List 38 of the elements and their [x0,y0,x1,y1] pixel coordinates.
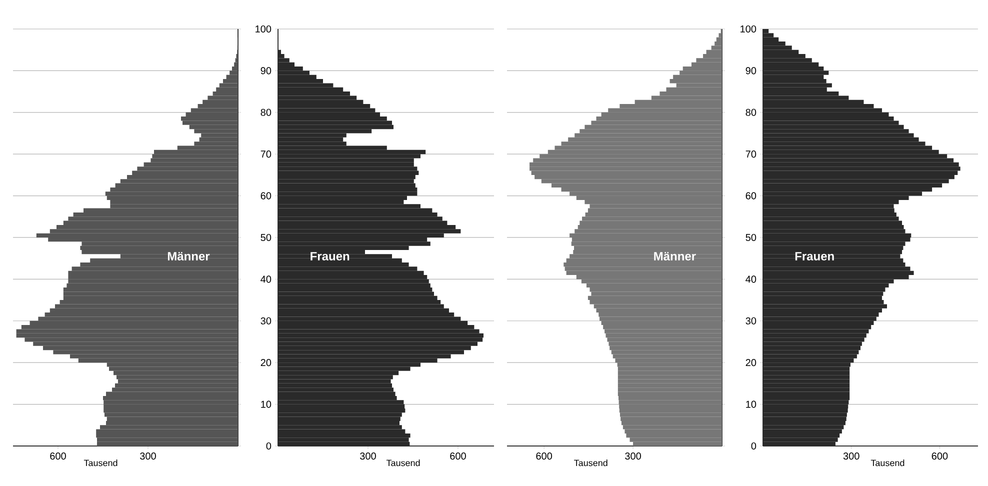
x-tick-label: 300 [625,452,641,460]
x-axis-title: Tausend [84,460,118,466]
series-label: Männer [654,252,696,260]
x-axis-title: Tausend [386,460,420,466]
y-tick-label: 0 [266,442,272,450]
y-tick-label: 50 [260,234,272,242]
x-tick-label: 300 [843,452,860,460]
y-tick-label: 30 [260,317,272,324]
y-tick-label: 20 [746,359,756,366]
y-tick-label: 30 [746,317,756,324]
x-tick-label: 600 [450,452,466,460]
y-tick-label: 100 [256,25,272,33]
x-axis-title: Tausend [574,460,608,466]
series-label: Frauen [795,252,834,260]
x-tick-label: 600 [932,452,948,460]
y-tick-label: 50 [746,234,756,242]
series-label: Männer [168,252,210,260]
y-tick-label: 70 [260,150,272,158]
y-tick-label: 90 [260,67,272,74]
y-tick-label: 40 [260,276,272,283]
x-tick-label: 300 [360,452,376,460]
y-tick-label: 90 [746,67,756,74]
y-tick-label: 10 [746,400,756,408]
y-tick-label: 70 [746,150,756,158]
y-tick-label: 60 [746,192,756,200]
y-tick-label: 10 [261,400,272,408]
y-tick-label: 40 [746,276,756,283]
y-tick-label: 60 [260,192,272,200]
y-tick-label: 20 [260,359,272,366]
x-tick-label: 600 [536,452,552,460]
y-tick-label: 100 [740,25,756,33]
series-label: Frauen [310,252,350,260]
x-tick-label: 300 [140,452,156,460]
x-tick-label: 600 [50,452,66,460]
x-axis-title: Tausend [870,460,904,466]
y-tick-label: 80 [746,108,756,116]
y-tick-label: 80 [260,108,272,116]
y-tick-label: 0 [751,442,756,450]
